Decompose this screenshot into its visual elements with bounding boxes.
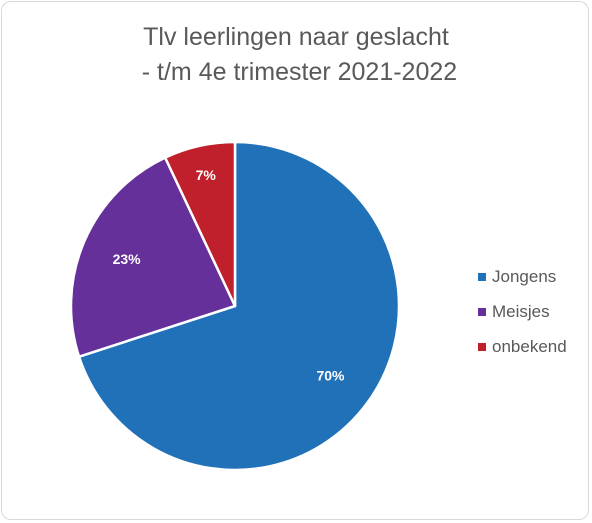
pie-slice-meisjes [69, 156, 237, 358]
pie-slice-onbekend [163, 140, 237, 308]
legend-item-jongens: Jongens [478, 259, 567, 294]
legend: Jongens Meisjes onbekend [478, 259, 567, 364]
legend-label-onbekend: onbekend [492, 336, 567, 356]
legend-item-meisjes: Meisjes [478, 294, 567, 329]
legend-swatch-onbekend [478, 342, 486, 351]
legend-label-meisjes: Meisjes [492, 301, 550, 321]
pie-slice-jongens [77, 140, 401, 472]
legend-label-jongens: Jongens [492, 266, 557, 286]
data-label-jongens: 70% [316, 367, 345, 383]
legend-swatch-meisjes [478, 307, 486, 316]
chart-title-line-1: Tlv leerlingen naar geslacht [143, 23, 449, 51]
data-label-onbekend: 7% [196, 167, 217, 183]
chart-title-line-2: - t/m 4e trimester 2021-2022 [134, 58, 458, 86]
legend-item-onbekend: onbekend [478, 329, 567, 364]
chart-title: Tlv leerlingen naar geslacht - t/m 4e tr… [0, 20, 592, 90]
data-label-meisjes: 23% [113, 251, 142, 267]
legend-swatch-jongens [478, 272, 486, 281]
